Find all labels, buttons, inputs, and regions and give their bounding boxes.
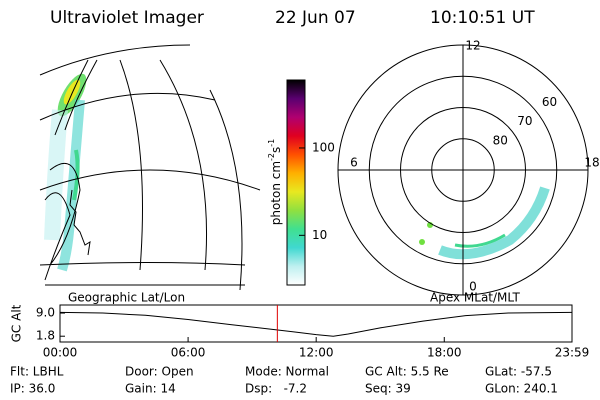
y-tick-label: 9.0 — [36, 306, 55, 320]
status-field: Flt: LBHL — [10, 365, 64, 379]
geographic-image — [39, 44, 261, 291]
status-field: Dsp: -7.2 — [245, 382, 307, 396]
colorbar — [286, 79, 306, 286]
altitude-frame — [59, 304, 573, 343]
mlt-label: 6 — [350, 156, 358, 170]
time: 10:10:51 UT — [430, 8, 535, 28]
status-field: GC Alt: 5.5 Re — [365, 365, 449, 379]
date: 22 Jun 07 — [275, 8, 356, 28]
x-tick-label: 18:00 — [427, 346, 462, 360]
mlt-label: 12 — [465, 39, 480, 53]
colorbar-tick-label: 100 — [312, 140, 335, 154]
geographic-caption: Geographic Lat/Lon — [68, 291, 185, 305]
altitude-line — [59, 311, 573, 337]
polar-plot — [337, 44, 589, 296]
mlat-label: 60 — [542, 95, 557, 109]
status-field: IP: 36.0 — [10, 382, 55, 396]
status-field: Seq: 39 — [365, 382, 411, 396]
status-field: Mode: Normal — [245, 365, 329, 379]
instrument: Ultraviolet Imager — [50, 8, 204, 28]
y-tick-label: 1.8 — [36, 329, 55, 343]
label-part: photon cm — [269, 161, 283, 225]
x-tick-label: 06:00 — [171, 346, 206, 360]
altitude-ylabel: GC Alt — [10, 304, 24, 342]
mlt-label: 0 — [469, 280, 477, 294]
mlt-label: 18 — [584, 156, 599, 170]
status-field: Gain: 14 — [125, 382, 176, 396]
label-part: s — [269, 147, 283, 153]
x-tick-label: 12:00 — [299, 346, 334, 360]
mlat-label: 70 — [517, 114, 532, 128]
label-part: -1 — [267, 139, 276, 147]
status-field: Door: Open — [125, 365, 194, 379]
status-field: GLon: 240.1 — [485, 382, 558, 396]
polar-caption: Apex MLat/MLT — [430, 291, 520, 305]
x-tick-label: 23:59 — [555, 346, 590, 360]
colorbar-tick-label: 10 — [312, 228, 327, 242]
colorbar-label: photon cm-2s-1 — [267, 139, 283, 226]
mlat-label: 80 — [493, 133, 508, 147]
status-field: GLat: -57.5 — [485, 365, 552, 379]
label-part: -2 — [267, 153, 276, 161]
x-tick-label: 00:00 — [43, 346, 78, 360]
